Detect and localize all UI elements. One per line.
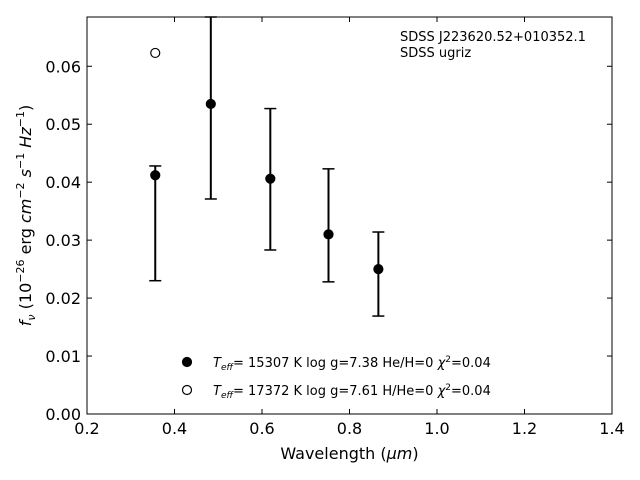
y-axis-label: fν (10−26 erg cm−2 s−1 Hz−1) [14,105,38,326]
y-tick-label: 0.06 [45,57,81,76]
legend-entry: Teff= 15307 K log g=7.38 He/H=0 χ2=0.04 [213,355,491,373]
x-tick-label: 0.4 [162,419,187,438]
legend: Teff= 15307 K log g=7.38 He/H=0 χ2=0.04 T… [181,355,491,401]
y-axis: 0.00 0.01 0.02 0.03 0.04 0.05 0.06 [45,57,612,424]
y-tick-label: 0.02 [45,289,81,308]
model-point-filled [205,98,216,110]
legend-marker-filled [181,356,193,368]
x-axis: 0.2 0.4 0.6 0.8 1.0 1.2 1.4 [74,17,625,438]
plot-frame [86,16,613,415]
y-tick-label: 0.04 [45,173,81,192]
y-tick-label: 0.05 [45,115,81,134]
x-tick-label: 1.2 [512,419,537,438]
x-tick-label: 1.4 [599,419,624,438]
object-name-annotation: SDSS J223620.52+010352.1 [400,30,586,45]
legend-marker-open [181,384,193,396]
error-bars [149,16,385,317]
model-point-filled [150,170,161,181]
y-tick-label: 0.03 [45,231,81,250]
x-tick-label: 0.2 [74,419,99,438]
x-tick-label: 0.6 [249,419,274,438]
x-tick-label: 1.0 [424,419,449,438]
x-tick-label: 0.8 [337,419,362,438]
model-point-filled [373,264,384,275]
model-point-open [150,47,161,59]
y-tick-label: 0.01 [45,347,81,366]
x-axis-label: Wavelength (μm) [280,444,418,463]
y-tick-label: 0.00 [45,405,81,424]
model-point-filled [323,229,334,240]
legend-entry: Teff= 17372 K log g=7.61 H/He=0 χ2=0.04 [213,383,491,401]
data-points [150,47,384,275]
filter-set-annotation: SDSS ugriz [400,46,471,61]
model-point-filled [265,173,276,184]
